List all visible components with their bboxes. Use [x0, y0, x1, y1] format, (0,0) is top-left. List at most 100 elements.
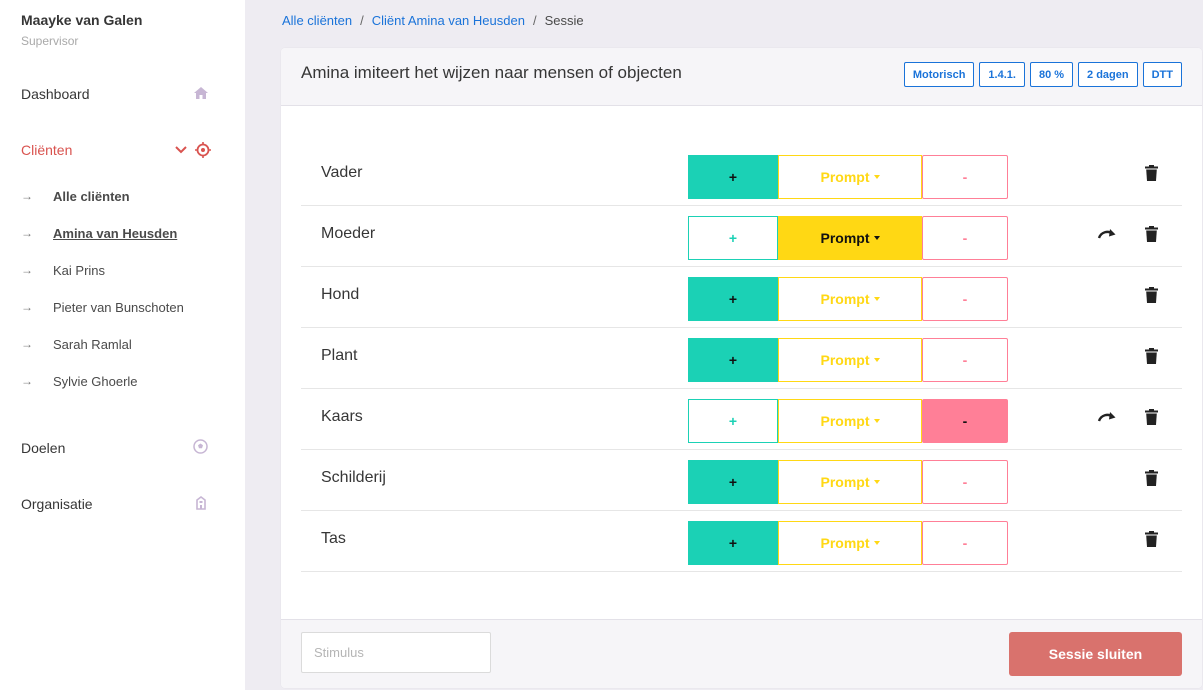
- sidebar: Maayke van Galen Supervisor Dashboard Cl…: [0, 0, 245, 690]
- minus-button[interactable]: -: [922, 155, 1008, 199]
- breadcrumb-client[interactable]: Cliënt Amina van Heusden: [371, 13, 525, 28]
- table-row: Vader + Prompt -: [301, 145, 1182, 206]
- trash-icon[interactable]: [1145, 531, 1158, 552]
- soccer-ball-icon: [193, 439, 208, 457]
- table-row: Kaars + Prompt -: [301, 389, 1182, 450]
- sidebar-item-sylvie[interactable]: → Sylvie Ghoerle: [21, 373, 138, 389]
- crosshair-icon: [195, 142, 211, 158]
- nav-organisatie-label: Organisatie: [21, 496, 93, 512]
- trial-label: Kaars: [321, 408, 363, 425]
- prompt-label: Prompt: [820, 169, 870, 185]
- trash-icon[interactable]: [1145, 165, 1158, 186]
- trial-label: Moeder: [321, 225, 376, 242]
- caret-down-icon: [873, 541, 880, 545]
- close-session-button[interactable]: Sessie sluiten: [1009, 632, 1182, 676]
- breadcrumb-alle-clienten[interactable]: Alle cliënten: [282, 13, 353, 28]
- trial-list: Vader + Prompt - Moeder + Prompt - Hond + Prompt - P…: [301, 145, 1182, 572]
- prompt-dropdown[interactable]: Prompt: [778, 521, 922, 565]
- goal-tags: Motorisch 1.4.1. 80 % 2 dagen DTT: [903, 62, 1182, 87]
- building-icon: [195, 495, 207, 513]
- plus-button[interactable]: +: [688, 399, 778, 443]
- goal-title: Amina imiteert het wijzen naar mensen of…: [301, 63, 682, 82]
- redo-icon[interactable]: [1097, 411, 1117, 429]
- table-row: Schilderij + Prompt -: [301, 450, 1182, 511]
- user-name: Maayke van Galen: [21, 12, 143, 28]
- tag-percentage: 80 %: [1029, 62, 1074, 87]
- trash-icon[interactable]: [1145, 470, 1158, 491]
- tag-code: 1.4.1.: [979, 62, 1025, 87]
- arrow-right-icon: →: [21, 226, 33, 240]
- trial-label: Hond: [321, 286, 360, 303]
- nav-doelen-label: Doelen: [21, 440, 66, 456]
- prompt-label: Prompt: [820, 230, 870, 246]
- caret-down-icon: [873, 358, 880, 362]
- trash-icon[interactable]: [1145, 287, 1158, 308]
- nav-organisatie[interactable]: Organisatie: [21, 492, 211, 516]
- plus-button[interactable]: +: [688, 277, 778, 321]
- caret-down-icon: [873, 297, 880, 301]
- prompt-dropdown[interactable]: Prompt: [778, 399, 922, 443]
- prompt-dropdown[interactable]: Prompt: [778, 460, 922, 504]
- caret-down-icon: [873, 419, 880, 423]
- trash-icon[interactable]: [1145, 226, 1158, 247]
- minus-button[interactable]: -: [922, 399, 1008, 443]
- tag-duration: 2 dagen: [1078, 62, 1138, 87]
- home-icon: [193, 86, 209, 103]
- plus-button[interactable]: +: [688, 155, 778, 199]
- plus-button[interactable]: +: [688, 338, 778, 382]
- prompt-dropdown[interactable]: Prompt: [778, 338, 922, 382]
- trial-label: Vader: [321, 164, 363, 181]
- minus-button[interactable]: -: [922, 460, 1008, 504]
- minus-button[interactable]: -: [922, 277, 1008, 321]
- trial-label: Tas: [321, 530, 346, 547]
- prompt-label: Prompt: [820, 474, 870, 490]
- minus-button[interactable]: -: [922, 216, 1008, 260]
- redo-icon[interactable]: [1097, 228, 1117, 246]
- minus-button[interactable]: -: [922, 338, 1008, 382]
- prompt-label: Prompt: [820, 535, 870, 551]
- prompt-dropdown[interactable]: Prompt: [778, 277, 922, 321]
- arrow-right-icon: →: [21, 263, 33, 277]
- nav-dashboard[interactable]: Dashboard: [21, 82, 211, 106]
- sidebar-item-kai[interactable]: → Kai Prins: [21, 262, 106, 278]
- tag-category: Motorisch: [903, 62, 975, 87]
- nav-clienten[interactable]: Cliënten: [21, 138, 211, 162]
- plus-button[interactable]: +: [688, 460, 778, 504]
- card-header: Amina imiteert het wijzen naar mensen of…: [281, 48, 1202, 106]
- trash-icon[interactable]: [1145, 409, 1158, 430]
- arrow-right-icon: →: [21, 337, 33, 351]
- prompt-dropdown[interactable]: Prompt: [778, 216, 922, 260]
- chevron-down-icon[interactable]: [175, 146, 187, 154]
- trial-label: Schilderij: [321, 469, 386, 486]
- plus-button[interactable]: +: [688, 521, 778, 565]
- trash-icon[interactable]: [1145, 348, 1158, 369]
- table-row: Tas + Prompt -: [301, 511, 1182, 572]
- sidebar-item-sarah[interactable]: → Sarah Ramlal: [21, 336, 132, 352]
- arrow-right-icon: →: [21, 300, 33, 314]
- nav-clienten-label: Cliënten: [21, 142, 73, 158]
- sidebar-item-alle-clienten[interactable]: → Alle cliënten: [21, 188, 130, 204]
- caret-down-icon: [873, 236, 880, 240]
- table-row: Plant + Prompt -: [301, 328, 1182, 389]
- minus-button[interactable]: -: [922, 521, 1008, 565]
- tag-method: DTT: [1142, 62, 1182, 87]
- arrow-right-icon: →: [21, 374, 33, 388]
- nav-doelen[interactable]: Doelen: [21, 436, 211, 460]
- sidebar-item-pieter[interactable]: → Pieter van Bunschoten: [21, 299, 184, 315]
- table-row: Hond + Prompt -: [301, 267, 1182, 328]
- prompt-label: Prompt: [820, 413, 870, 429]
- user-role: Supervisor: [21, 34, 79, 48]
- stimulus-input[interactable]: [301, 632, 491, 673]
- prompt-label: Prompt: [820, 352, 870, 368]
- prompt-dropdown[interactable]: Prompt: [778, 155, 922, 199]
- session-card: Amina imiteert het wijzen naar mensen of…: [281, 48, 1202, 688]
- arrow-right-icon: →: [21, 189, 33, 203]
- trial-label: Plant: [321, 347, 358, 364]
- prompt-label: Prompt: [820, 291, 870, 307]
- nav-dashboard-label: Dashboard: [21, 86, 90, 102]
- breadcrumb-separator: /: [360, 13, 364, 28]
- plus-button[interactable]: +: [688, 216, 778, 260]
- table-row: Moeder + Prompt -: [301, 206, 1182, 267]
- caret-down-icon: [873, 480, 880, 484]
- sidebar-item-amina[interactable]: → Amina van Heusden: [21, 225, 178, 241]
